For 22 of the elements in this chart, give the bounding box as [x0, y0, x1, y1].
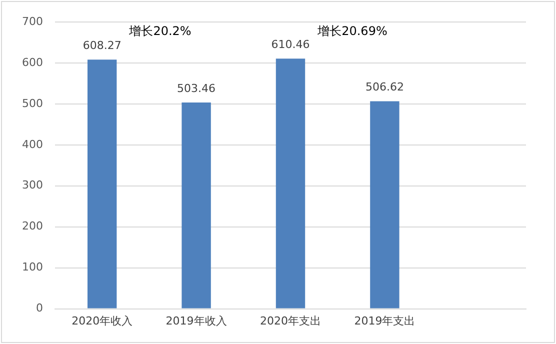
annotation: 增长20.2%	[128, 24, 192, 38]
data-label: 608.27	[82, 38, 122, 52]
x-tick-label: 2019年支出	[354, 314, 416, 328]
y-tick-label: 0	[36, 302, 43, 315]
data-label: 610.46	[271, 38, 310, 52]
y-tick-label: 500	[22, 96, 43, 110]
bar	[182, 102, 211, 308]
bar	[276, 58, 306, 308]
y-tick-label: 300	[22, 178, 43, 192]
y-tick-label: 100	[22, 260, 43, 274]
data-label: 506.62	[365, 80, 404, 94]
data-label: 503.46	[177, 82, 216, 95]
y-tick-label: 200	[22, 220, 43, 233]
y-tick-label: 600	[22, 56, 43, 69]
y-tick-label: 700	[22, 14, 43, 28]
annotation: 增长20.69%	[316, 24, 388, 38]
x-tick-label: 2019年收入	[166, 314, 227, 328]
x-tick-label: 2020年收入	[72, 314, 133, 328]
x-tick-label: 2020年支出	[260, 314, 321, 328]
bar	[370, 101, 400, 308]
y-tick-label: 400	[22, 138, 43, 151]
bar	[87, 60, 117, 308]
